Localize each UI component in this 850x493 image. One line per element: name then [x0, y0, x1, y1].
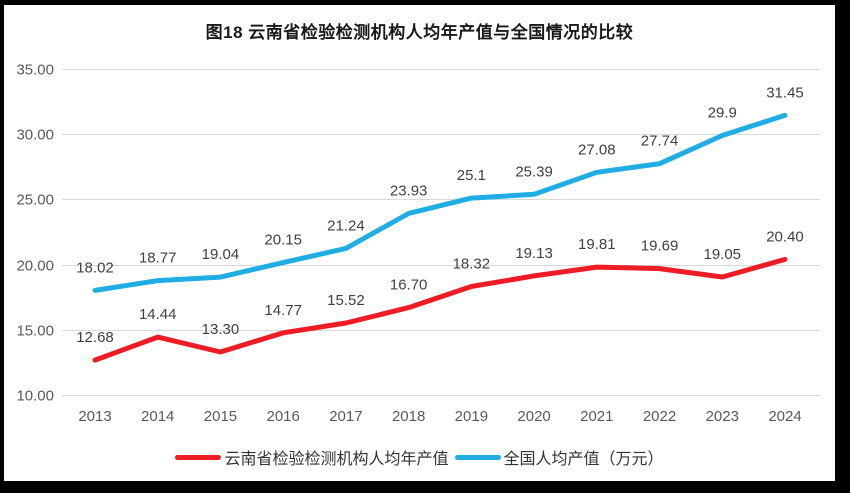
legend-item-national: 全国人均产值（万元） — [454, 445, 664, 469]
data-point-label: 25.39 — [515, 163, 553, 180]
legend-swatch-national-blue-line — [454, 454, 501, 460]
legend-label-yunnan: 云南省检验检测机构人均年产值 — [224, 451, 449, 468]
x-axis-tick-label: 2018 — [392, 408, 425, 425]
data-point-label: 18.02 — [76, 259, 114, 276]
series-line-national — [92, 112, 788, 293]
x-axis-tick-label: 2015 — [204, 408, 237, 425]
data-point-label: 13.30 — [202, 321, 240, 338]
data-point-label: 21.24 — [327, 217, 365, 234]
y-axis-tick-label: 35.00 — [16, 62, 54, 79]
x-axis-tick-label: 2022 — [643, 408, 676, 425]
data-point-label: 19.04 — [202, 246, 240, 263]
data-point-label: 14.44 — [139, 306, 177, 323]
data-point-label: 20.15 — [264, 232, 302, 249]
data-point-label: 27.08 — [578, 141, 616, 158]
x-axis-tick-label: 2017 — [329, 408, 362, 425]
data-point-label: 27.74 — [641, 133, 679, 150]
data-point-label: 19.81 — [578, 236, 616, 253]
data-point-label: 31.45 — [766, 84, 804, 101]
series-line-yunnan — [92, 256, 788, 363]
data-point-label: 20.40 — [766, 228, 804, 245]
data-point-label: 23.93 — [390, 182, 428, 199]
legend-swatch-yunnan-red-line — [175, 454, 222, 460]
y-axis-tick-label: 15.00 — [16, 323, 54, 340]
chart-canvas: 10.00 15.00 20.00 25.00 30.00 35.00 2013 2014 20… — [4, 5, 835, 481]
chart-legend: 云南省检验检测机构人均年产值 全国人均产值（万元） — [4, 445, 835, 469]
data-point-label: 25.1 — [457, 167, 486, 184]
y-axis-tick-label: 30.00 — [16, 127, 54, 144]
line-chart-plot: 10.00 15.00 20.00 25.00 30.00 35.00 2013 2014 20… — [16, 62, 820, 425]
data-point-label: 14.77 — [264, 302, 302, 319]
data-point-label: 18.32 — [453, 256, 491, 273]
x-axis-tick-label: 2024 — [768, 408, 801, 425]
data-point-label: 29.9 — [708, 105, 737, 122]
x-axis-tick-label: 2021 — [580, 408, 613, 425]
y-axis-tick-label: 10.00 — [16, 388, 54, 405]
data-point-label: 18.77 — [139, 250, 177, 267]
data-point-label: 15.52 — [327, 292, 365, 309]
data-point-label: 12.68 — [76, 329, 114, 346]
legend-item-yunnan: 云南省检验检测机构人均年产值 — [175, 445, 449, 469]
legend-label-national: 全国人均产值（万元） — [503, 451, 664, 468]
y-axis-tick-label: 20.00 — [16, 258, 54, 275]
x-axis-tick-label: 2016 — [266, 408, 299, 425]
x-axis-tick-label: 2023 — [706, 408, 739, 425]
data-point-label: 19.13 — [515, 245, 553, 262]
data-point-label: 19.05 — [703, 246, 741, 263]
x-axis-tick-label: 2013 — [78, 408, 111, 425]
data-point-label: 19.69 — [641, 238, 679, 255]
x-axis-tick-label: 2014 — [141, 408, 174, 425]
x-axis-tick-label: 2020 — [517, 408, 550, 425]
x-axis-tick-label: 2019 — [455, 408, 488, 425]
data-point-label: 16.70 — [390, 277, 428, 294]
chart-title: 图18 云南省检验检测机构人均年产值与全国情况的比较 — [205, 23, 634, 42]
y-axis-tick-label: 25.00 — [16, 192, 54, 209]
